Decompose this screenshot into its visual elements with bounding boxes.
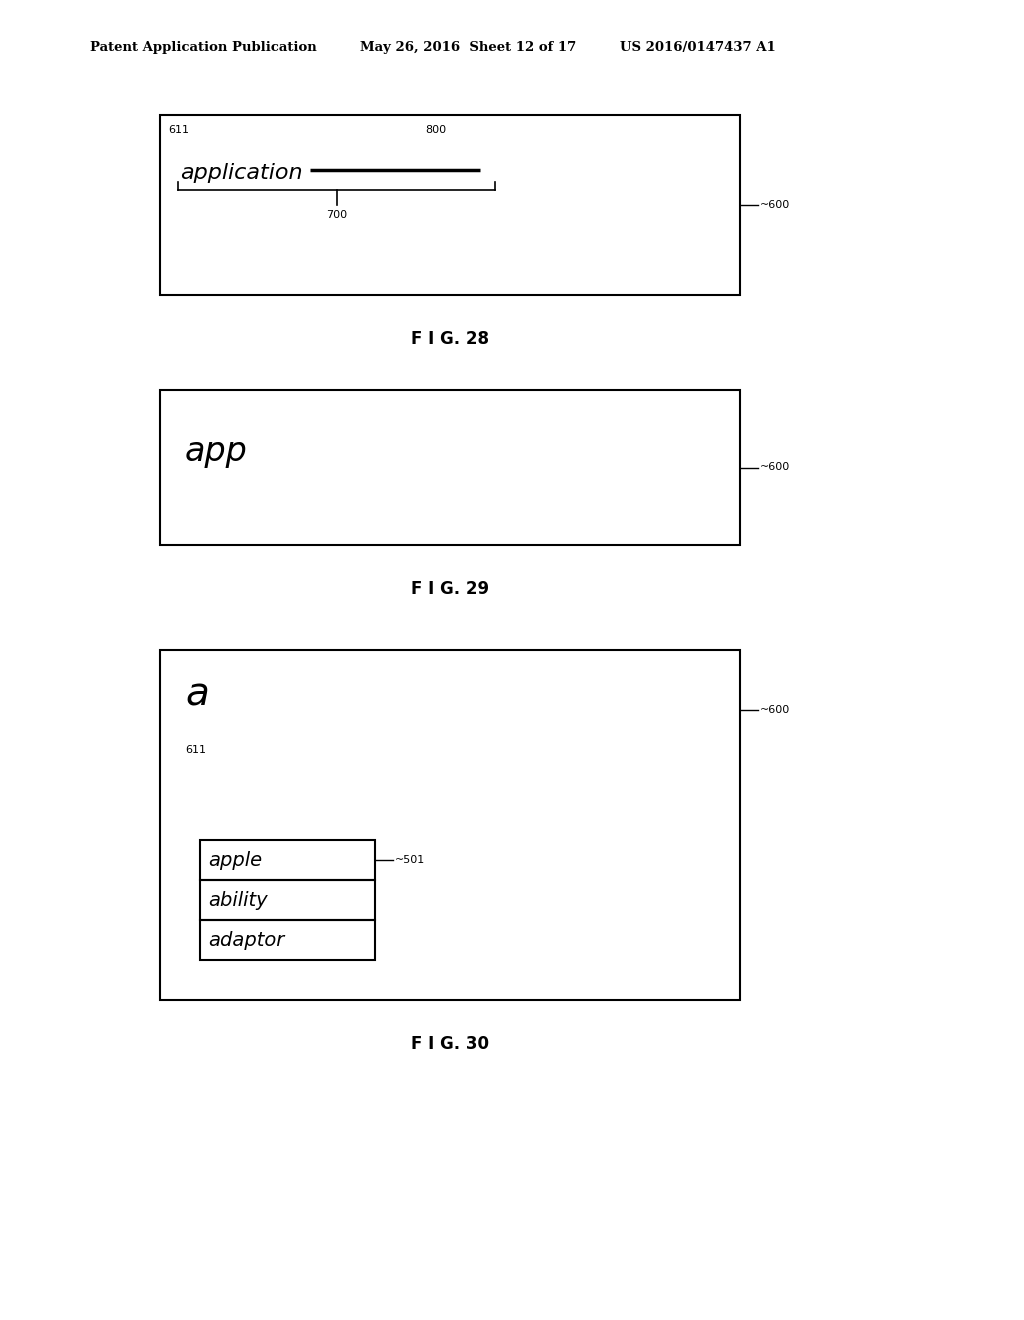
Text: adaptor: adaptor bbox=[208, 931, 285, 949]
Text: apple: apple bbox=[208, 850, 262, 870]
Text: application: application bbox=[180, 162, 303, 183]
Text: 611: 611 bbox=[185, 744, 206, 755]
Bar bbox=[200, 840, 375, 880]
Text: F I G. 30: F I G. 30 bbox=[411, 1035, 489, 1053]
Text: US 2016/0147437 A1: US 2016/0147437 A1 bbox=[620, 41, 776, 54]
Text: ~501: ~501 bbox=[395, 855, 425, 865]
Bar bbox=[160, 115, 740, 294]
Text: ~600: ~600 bbox=[760, 705, 791, 715]
Text: F I G. 28: F I G. 28 bbox=[411, 330, 489, 348]
Bar bbox=[160, 389, 740, 545]
Text: May 26, 2016  Sheet 12 of 17: May 26, 2016 Sheet 12 of 17 bbox=[360, 41, 577, 54]
Text: ability: ability bbox=[208, 891, 267, 909]
Bar bbox=[200, 880, 375, 920]
Text: ~600: ~600 bbox=[760, 462, 791, 473]
Bar bbox=[200, 920, 375, 960]
Text: 800: 800 bbox=[425, 125, 446, 135]
Text: a: a bbox=[185, 675, 209, 713]
Bar bbox=[160, 649, 740, 1001]
Text: ~600: ~600 bbox=[760, 201, 791, 210]
Text: app: app bbox=[185, 436, 248, 469]
Text: F I G. 29: F I G. 29 bbox=[411, 579, 489, 598]
Text: 611: 611 bbox=[168, 125, 189, 135]
Text: Patent Application Publication: Patent Application Publication bbox=[90, 41, 316, 54]
Text: 700: 700 bbox=[326, 210, 347, 220]
